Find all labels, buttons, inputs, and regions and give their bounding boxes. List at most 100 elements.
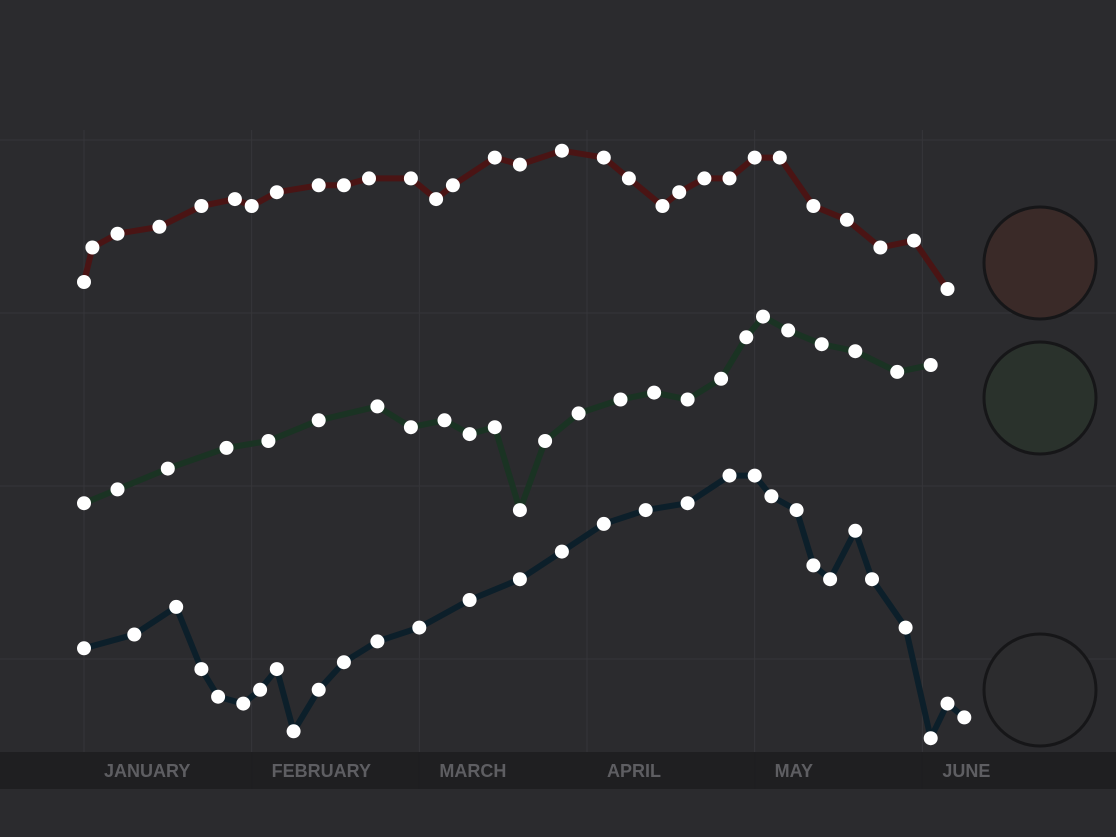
series-0-point-3[interactable] <box>152 219 167 234</box>
series-1-point-20[interactable] <box>781 323 796 338</box>
series-2-point-27[interactable] <box>898 620 913 635</box>
series-0-point-5[interactable] <box>227 192 242 207</box>
series-0-point-10[interactable] <box>362 171 376 186</box>
series-1-point-9[interactable] <box>462 427 477 442</box>
series-1-point-21[interactable] <box>814 337 829 352</box>
series-0-point-18[interactable] <box>621 171 636 186</box>
end-badges <box>982 205 1098 748</box>
series-1-point-3[interactable] <box>219 440 234 455</box>
series-0-point-21[interactable] <box>697 171 712 186</box>
x-axis-labels: JANUARY FEBRUARY MARCH APRIL MAY JUNE <box>104 761 990 781</box>
series-2-point-4[interactable] <box>211 689 226 704</box>
series-1-point-16[interactable] <box>680 392 695 407</box>
series-1-point-17[interactable] <box>714 371 729 386</box>
series-0-point-8[interactable] <box>311 178 326 193</box>
series-1-point-23[interactable] <box>890 364 905 379</box>
series-1-point-1[interactable] <box>110 482 125 497</box>
series-1-point-18[interactable] <box>739 330 754 345</box>
series-1-end-badge <box>982 340 1098 456</box>
series-0-point-29[interactable] <box>940 282 955 296</box>
series-1-point-5[interactable] <box>311 413 326 428</box>
series-2-point-12[interactable] <box>412 620 427 635</box>
series-1-point-8[interactable] <box>437 413 452 428</box>
series-0-point-15[interactable] <box>512 157 527 172</box>
series-0-point-9[interactable] <box>336 178 351 193</box>
series-0-point-24[interactable] <box>772 150 787 165</box>
series-2-point-7[interactable] <box>269 662 284 677</box>
series-2-point-10[interactable] <box>336 655 351 670</box>
series-0-point-23[interactable] <box>747 150 762 165</box>
series-1-point-24[interactable] <box>923 358 938 372</box>
series-2-point-8[interactable] <box>286 724 301 739</box>
series-2-point-23[interactable] <box>806 558 821 573</box>
series-0-point-1[interactable] <box>85 240 100 255</box>
series-2-point-30[interactable] <box>957 710 972 725</box>
series-2-point-15[interactable] <box>554 544 569 559</box>
series-1-point-4[interactable] <box>261 434 276 448</box>
series-1-point-2[interactable] <box>160 461 175 476</box>
series-1-point-6[interactable] <box>370 399 385 414</box>
series-0-point-7[interactable] <box>269 185 284 200</box>
series-1-point-19[interactable] <box>756 309 770 324</box>
x-tick-label-4: MAY <box>775 761 813 781</box>
series-1-point-15[interactable] <box>647 385 662 400</box>
series-0-point-25[interactable] <box>806 199 821 213</box>
series-2-point-6[interactable] <box>253 682 268 697</box>
series-2-point-21[interactable] <box>764 489 779 504</box>
x-tick-label-3: APRIL <box>607 761 661 781</box>
series-2-point-0[interactable] <box>77 641 91 656</box>
series-0-point-27[interactable] <box>873 240 888 255</box>
series-2 <box>77 468 972 746</box>
series-0-point-2[interactable] <box>110 226 125 241</box>
series-0-point-16[interactable] <box>554 143 569 158</box>
series-2-point-17[interactable] <box>638 503 653 518</box>
series-2-point-26[interactable] <box>865 572 879 587</box>
series-0-point-20[interactable] <box>672 185 687 200</box>
x-axis-ticks <box>83 752 923 789</box>
x-tick-label-5: JUNE <box>942 761 990 781</box>
series-2-point-19[interactable] <box>722 468 737 483</box>
series-2-point-18[interactable] <box>680 496 695 511</box>
series-1-point-11[interactable] <box>512 503 527 518</box>
series-0-point-22[interactable] <box>722 171 737 186</box>
x-axis-band <box>0 752 1116 789</box>
series-0-point-17[interactable] <box>596 150 611 165</box>
series-0-point-28[interactable] <box>907 233 921 248</box>
series-0-point-13[interactable] <box>445 178 460 193</box>
series-2-end-badge <box>982 632 1098 748</box>
series-0-point-26[interactable] <box>839 212 854 227</box>
series-2-point-3[interactable] <box>194 662 209 677</box>
series-1-point-14[interactable] <box>613 392 628 407</box>
series-2-point-29[interactable] <box>940 696 955 711</box>
series-2-point-13[interactable] <box>462 593 477 607</box>
series-0-point-6[interactable] <box>244 199 259 213</box>
series-2-point-28[interactable] <box>923 731 938 746</box>
series-0 <box>77 143 955 296</box>
series-0-point-11[interactable] <box>403 171 418 186</box>
series-2-point-24[interactable] <box>823 572 838 587</box>
series-0-point-14[interactable] <box>487 150 502 165</box>
x-tick-label-0: JANUARY <box>104 761 190 781</box>
series-1-point-22[interactable] <box>848 344 863 359</box>
series-1-point-0[interactable] <box>77 496 91 511</box>
series-0-point-4[interactable] <box>194 199 209 213</box>
series-2-point-9[interactable] <box>311 682 326 697</box>
series-2-point-2[interactable] <box>169 599 184 614</box>
series-2-point-5[interactable] <box>236 696 251 711</box>
series-1-point-10[interactable] <box>487 420 502 435</box>
series-2-point-20[interactable] <box>747 468 762 483</box>
series-2-point-22[interactable] <box>789 503 804 518</box>
series-2-point-25[interactable] <box>848 523 863 538</box>
series-2-point-1[interactable] <box>127 627 142 642</box>
series-0-point-19[interactable] <box>655 199 670 213</box>
series-2-point-16[interactable] <box>596 516 611 531</box>
series-0-point-0[interactable] <box>77 275 91 289</box>
series-1-point-13[interactable] <box>571 406 586 421</box>
series-2-point-14[interactable] <box>512 572 527 587</box>
series-1 <box>77 309 938 518</box>
series-1-point-12[interactable] <box>538 434 553 448</box>
series-1-point-7[interactable] <box>403 420 418 435</box>
series-0-end-badge <box>982 205 1098 321</box>
series-0-point-12[interactable] <box>429 192 444 207</box>
series-2-point-11[interactable] <box>370 634 385 649</box>
